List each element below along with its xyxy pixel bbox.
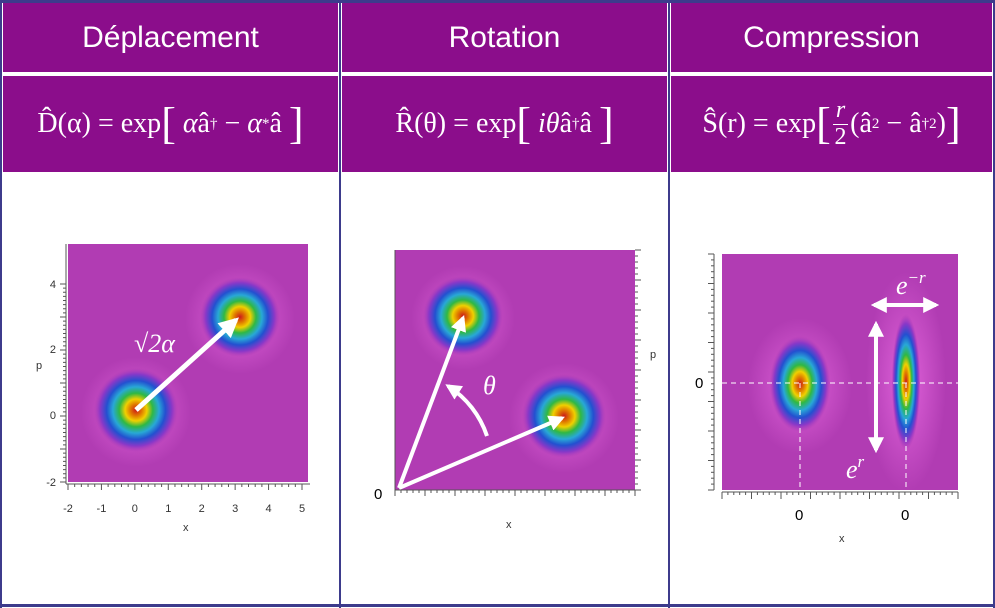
displaced-state-blob (200, 277, 280, 357)
displacement-phase-plot: √2α -2 -1 0 1 2 3 4 5 -2 0 2 4 p x (36, 244, 310, 534)
formula-displacement: D̂(α) = exp[ α â † − α * â ] (3, 76, 338, 172)
rotated-vector-arrow (397, 315, 466, 489)
x-tick-label: 5 (299, 503, 305, 515)
squeeze-label: e−r (896, 268, 926, 300)
exp-function: exp (475, 108, 517, 139)
formula-rotation: R̂(θ) = exp[ iθ â † â ] (342, 76, 667, 172)
x-axis-label: x (506, 519, 512, 531)
origin-label: 0 (374, 486, 382, 503)
equals-sign: = (453, 108, 469, 139)
formula-compression-lhs: Ŝ(r) (702, 108, 746, 139)
formula-compression: Ŝ(r) = exp[r 2 (â 2 − â †2)] (671, 76, 992, 172)
equals-sign: = (752, 108, 769, 139)
y-tick-zero: 0 (695, 375, 703, 392)
rotation-angle-label: θ (483, 371, 496, 400)
y-tick-label: -2 (46, 477, 56, 489)
y-axis-label: p (650, 349, 656, 361)
exp-function: exp (775, 108, 817, 139)
displacement-arrow (134, 317, 239, 412)
y-tick-label: 4 (50, 279, 56, 291)
x-axis-label: x (839, 533, 845, 545)
x-tick-label: 4 (266, 503, 272, 515)
initial-state-blob (423, 276, 503, 356)
stretch-label: er (846, 452, 865, 484)
x-axis-label: x (183, 522, 189, 534)
header-rotation: Rotation (342, 3, 667, 72)
exp-function: exp (120, 108, 162, 139)
squeezed-state-blob (880, 314, 932, 450)
x-tick-label: 0 (132, 503, 138, 515)
y-tick-label: 2 (50, 344, 56, 356)
rotated-state-blob (522, 374, 606, 458)
x-tick-label: -2 (63, 503, 73, 515)
initial-vector-arrow (398, 415, 565, 490)
y-axis-label: p (36, 360, 42, 372)
x-tick-label: 2 (199, 503, 205, 515)
x-tick-label: -1 (97, 503, 107, 515)
compression-phase-plot: e−r er 0 0 0 x (695, 253, 959, 545)
header-displacement: Déplacement (3, 3, 338, 72)
rotation-phase-plot: θ 0 p x (374, 249, 656, 531)
formula-displacement-lhs: D̂(α) (37, 108, 91, 139)
x-tick-label: 1 (165, 503, 171, 515)
header-compression: Compression (671, 3, 992, 72)
y-tick-label: 0 (50, 410, 56, 422)
x-tick-label: 3 (232, 503, 238, 515)
formula-rotation-lhs: R̂(θ) (395, 108, 447, 139)
displacement-arrow-label: √2α (134, 329, 176, 358)
x-tick-zero-left: 0 (795, 507, 803, 524)
x-tick-zero-right: 0 (901, 507, 909, 524)
rotation-angle-arc (445, 384, 489, 437)
equals-sign: = (97, 108, 114, 139)
